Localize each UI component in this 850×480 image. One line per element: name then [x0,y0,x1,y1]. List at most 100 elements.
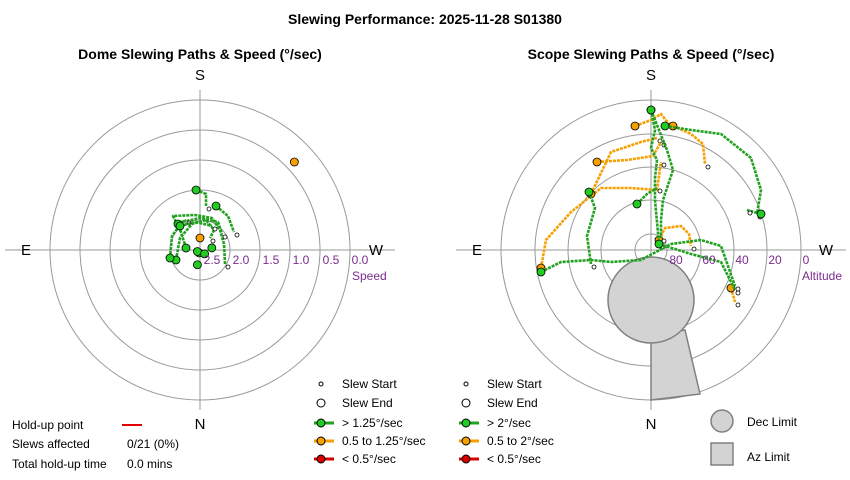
scope-tick-0: 80 [669,253,683,267]
legend-left-fast-marker [316,418,326,428]
dec-limit-label: Dec Limit [747,415,798,429]
dome-points [192,157,299,270]
legend-left: Slew Start Slew End > 1.25°/sec 0.5 to 1… [314,377,426,466]
dome-paths [165,185,240,270]
scope-path-0-start-marker [661,162,667,168]
scope-path-10-end-marker [584,187,594,197]
dome-path-5-start-marker [206,206,212,212]
scope-path-14-end-marker [632,199,642,209]
legend-right-slow-marker [461,454,471,464]
legend-right-slow: < 0.5°/sec [487,452,541,466]
holdup-point-label: Hold-up point [12,418,84,432]
legend-right-slew-start: Slew Start [487,377,542,391]
scope-path-5-start-marker [691,246,697,252]
scope-path-11-start-marker [735,286,741,292]
scope-path-11 [540,238,737,287]
dome-point-1 [289,157,299,167]
dome-tick-2: 1.5 [263,253,280,267]
az-limit-swatch [710,442,734,466]
scope-limits [607,256,701,401]
dome-tick-4: 0.5 [323,253,340,267]
scope-path-11-end-marker [536,267,546,277]
scope-path-0 [539,161,663,269]
scope-path-12 [658,242,737,291]
dome-tick-5: 0.0 [352,253,369,267]
dome-path-6-end-marker [175,221,185,231]
scope-path-4-start-marker [705,164,711,170]
legend-left-mid-marker [316,436,326,446]
scope-polar-plot: Scope Slewing Paths & Speed (°/sec) S N … [456,46,846,433]
dome-path-2-end-marker [165,253,175,263]
dome-point-4 [193,247,202,256]
dome-path-5 [195,188,208,206]
dome-path-1 [174,218,216,261]
scope-path-13-start-marker [747,210,753,216]
legend-left-mid: 0.5 to 1.25°/sec [342,434,426,448]
dec-limit-swatch [710,409,734,433]
dome-path-2-start-marker [222,234,228,240]
scope-path-9 [664,124,763,215]
dome-point-2 [192,260,202,270]
dome-tick-3: 1.0 [293,253,310,267]
scope-dir-left: E [472,242,482,259]
scope-path-10-start-marker [591,264,597,270]
scope-dir-bottom: N [646,416,657,433]
limit-legend: Dec Limit Az Limit [710,409,798,466]
dome-polar-plot: Dome Slewing Paths & Speed (°/sec) S N E… [5,46,395,433]
legend-right-slew-end-marker [461,398,471,408]
dome-path-0 [171,213,227,265]
dome-tick-0: 2.5 [204,253,221,267]
scope-path-3-end-marker [630,121,640,131]
total-holdup-value: 0.0 mins [127,457,172,471]
slews-affected-value: 0/21 (0%) [127,437,179,451]
scope-path-14-start-marker [657,188,663,194]
scope-dir-top: S [646,67,656,84]
scope-path-3 [634,112,671,128]
scope-dir-right: W [819,242,834,259]
chart-title: Slewing Performance: 2025-11-28 S01380 [288,11,562,27]
scope-path-12-start-marker [735,290,741,296]
dome-dir-left: E [21,242,31,259]
legend-left-slow-marker [316,454,326,464]
dome-point-0 [195,233,205,243]
dome-path-4 [215,205,236,233]
scope-path-10 [585,191,597,265]
legend-left-fast: > 1.25°/sec [342,416,403,430]
dome-axis-label: Speed [352,269,387,283]
legend-right-fast: > 2°/sec [487,416,531,430]
dec-limit-region [607,256,695,344]
dome-subtitle: Dome Slewing Paths & Speed (°/sec) [78,46,322,62]
scope-path-12-end-marker [654,239,664,249]
scope-path-14 [636,186,658,205]
legend-right: Slew Start Slew End > 2°/sec 0.5 to 2°/s… [459,377,554,466]
dome-tick-1: 2.0 [233,253,250,267]
dome-path-4-start-marker [234,232,240,238]
legend-right-mid-marker [461,436,471,446]
legend-left-slow: < 0.5°/sec [342,452,396,466]
dome-path-2 [168,216,224,259]
legend-right-slew-end: Slew End [487,396,538,410]
scope-path-13-end-marker [756,209,766,219]
scope-path-8 [649,109,675,238]
scope-path-2-end-marker [592,157,602,167]
legend-right-slew-start-marker [463,381,469,387]
dome-path-4-end-marker [211,201,221,211]
scope-path-5 [657,224,693,247]
dome-path-0-end-marker [181,243,191,253]
scope-paths [536,105,766,308]
scope-path-7 [649,109,661,245]
scope-path-2 [596,141,663,164]
scope-path-4 [672,124,707,165]
scope-path-1 [589,136,658,195]
legend-left-slew-start-marker [318,381,324,387]
dome-point-5 [207,243,217,253]
scope-path-9-end-marker [660,121,670,131]
dome-dir-right: W [369,242,384,259]
dome-path-6-start-marker [212,226,218,232]
legend-right-mid: 0.5 to 2°/sec [487,434,554,448]
slews-affected-label: Slews affected [12,437,90,451]
legend-left-slew-end: Slew End [342,396,393,410]
scope-tick-2: 40 [735,253,749,267]
dome-path-5-end-marker [191,185,201,195]
